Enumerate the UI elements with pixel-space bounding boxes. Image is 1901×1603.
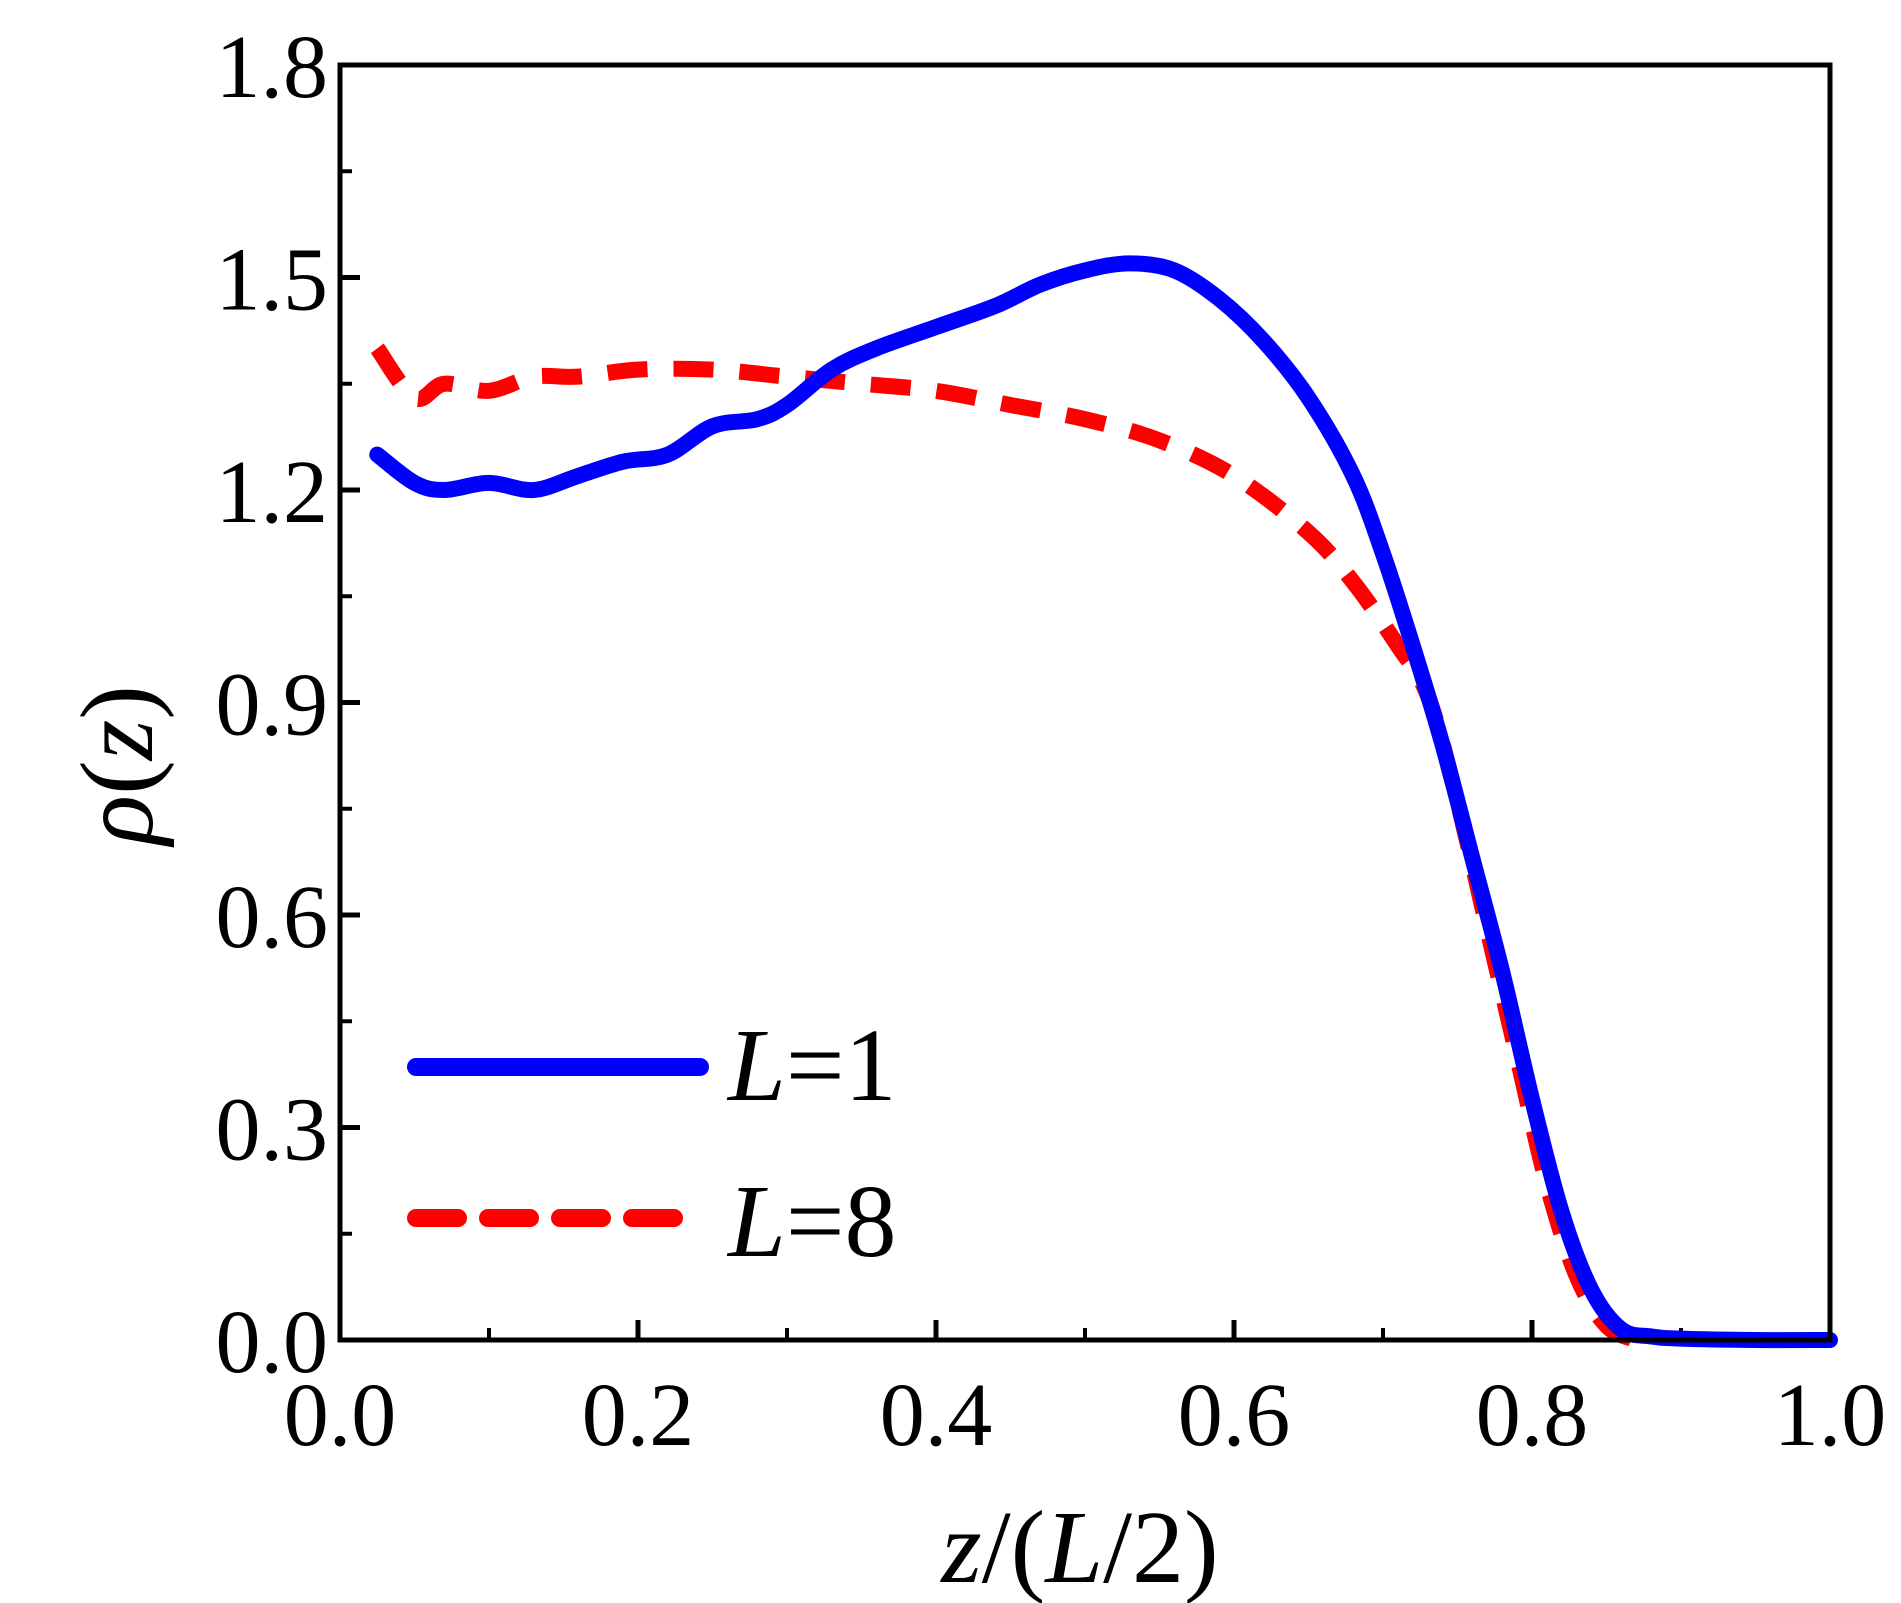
y-tick-label: 1.5 [216, 231, 329, 330]
x-axis-label-mid: /( [982, 1490, 1046, 1603]
y-tick-label: 1.8 [216, 18, 329, 117]
x-tick-label: 0.6 [1178, 1366, 1291, 1465]
x-tick-label: 0.0 [284, 1366, 397, 1465]
y-axis-label-paren-open: ( [60, 760, 175, 795]
legend-label-l8-var: L [726, 1164, 786, 1279]
y-tick-label: 1.2 [216, 443, 329, 542]
x-axis-label: z/(L/2) [939, 1490, 1218, 1603]
x-tick-label: 0.4 [880, 1366, 993, 1465]
legend-label-l1-val: =1 [786, 1008, 897, 1123]
y-tick-label: 0.3 [216, 1081, 329, 1180]
legend-label-l8: L=8 [726, 1164, 897, 1279]
x-axis-label-end: /2) [1103, 1490, 1219, 1603]
legend-label-l1: L=1 [726, 1008, 897, 1123]
x-tick-label: 1.0 [1774, 1366, 1887, 1465]
y-tick-label: 0.6 [216, 868, 329, 967]
series-line-l1 [369, 255, 1838, 1349]
x-tick-label: 0.8 [1476, 1366, 1589, 1465]
series-lines [369, 255, 1838, 1349]
y-tick-label: 0.0 [216, 1293, 329, 1392]
y-axis-label-var: ρ [60, 795, 175, 848]
plot-frame [337, 62, 1833, 1343]
x-tick-label: 0.2 [582, 1366, 695, 1465]
y-axis-label-var2: z [60, 720, 175, 762]
legend-label-l8-val: =8 [786, 1164, 897, 1279]
legend-label-l1-var: L [726, 1008, 786, 1123]
axis-ticks: 0.0 0.2 0.4 0.6 0.8 1.0 0.0 0.3 0.6 0.9 1.2 1.5 1.8 [216, 18, 1887, 1465]
y-tick-label: 0.9 [216, 656, 329, 755]
x-axis-label-var: z [939, 1490, 981, 1603]
legend: L=1 L=8 [407, 1008, 897, 1279]
series-line-l8 [370, 343, 1640, 1348]
y-axis-label-paren-close: ) [60, 685, 175, 720]
y-axis-label: ρ(z) [60, 685, 175, 848]
x-axis-label-var2: L [1043, 1490, 1103, 1603]
